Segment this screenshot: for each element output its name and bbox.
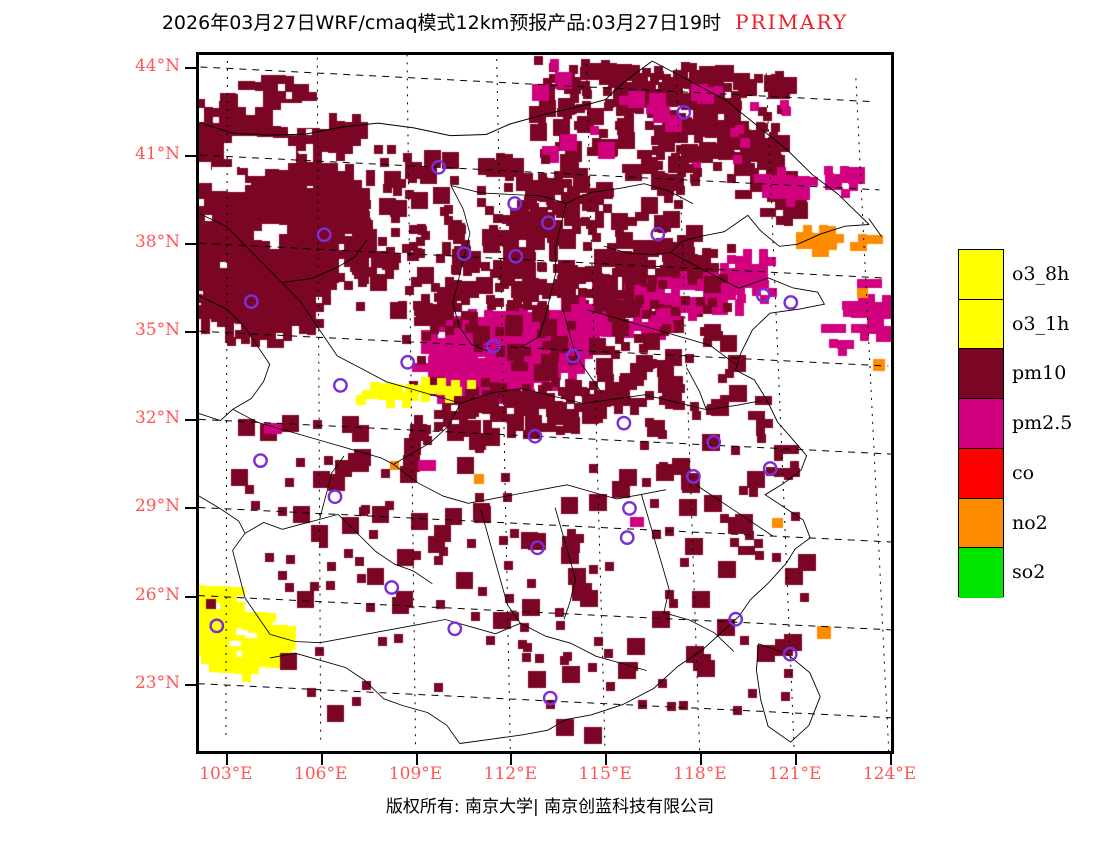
- lat-tick-mark: [185, 595, 196, 598]
- city-marker[interactable]: [332, 377, 348, 393]
- city-marker[interactable]: [431, 159, 447, 175]
- city-marker[interactable]: [706, 434, 722, 450]
- city-marker[interactable]: [783, 295, 799, 310]
- pollutant-legend[interactable]: [958, 249, 1004, 598]
- city-marker[interactable]: [447, 621, 463, 637]
- lon-tick-mark: [320, 754, 323, 765]
- city-marker[interactable]: [728, 611, 744, 627]
- legend-swatch-no2[interactable]: [959, 498, 1003, 549]
- lat-tick-mark: [185, 419, 196, 422]
- city-marker[interactable]: [327, 489, 343, 505]
- city-markers[interactable]: [209, 105, 799, 706]
- lon-tick-mark: [510, 754, 513, 765]
- lon-tick-mark: [415, 754, 418, 765]
- legend-label-o3-8h: o3_8h: [1012, 263, 1070, 285]
- lat-tick-label: 41°N: [134, 144, 180, 165]
- legend-label-pm2-5: pm2.5: [1012, 412, 1073, 435]
- province-boundaries: [199, 183, 774, 744]
- city-marker[interactable]: [243, 294, 259, 310]
- copyright-footer: 版权所有: 南京大学| 南京创蓝科技有限公司: [385, 797, 715, 817]
- lon-tick-label: 103°E: [199, 764, 253, 784]
- city-marker[interactable]: [622, 500, 637, 516]
- city-marker[interactable]: [530, 540, 545, 556]
- lat-tick-label: 38°N: [134, 232, 180, 253]
- lat-tick-label: 23°N: [134, 672, 180, 693]
- city-marker[interactable]: [253, 453, 268, 468]
- legend-swatch-pm2-5[interactable]: [959, 399, 1003, 449]
- city-marker[interactable]: [650, 226, 666, 242]
- legend-swatch-so2[interactable]: [959, 548, 1003, 598]
- lon-tick-label: 112°E: [483, 764, 537, 784]
- title-badge-primary: PRIMARY: [735, 10, 849, 34]
- page-title: 2026年03月27日WRF/cmaq模式12km预报产品:03月27日19时 P…: [0, 8, 1010, 35]
- city-marker[interactable]: [527, 428, 543, 444]
- lat-tick-mark: [185, 155, 196, 158]
- city-marker[interactable]: [485, 338, 501, 354]
- lat-tick-mark: [185, 683, 196, 686]
- city-marker[interactable]: [316, 227, 332, 243]
- city-marker[interactable]: [508, 248, 524, 264]
- city-marker[interactable]: [400, 354, 416, 370]
- city-marker[interactable]: [456, 246, 472, 262]
- city-marker[interactable]: [685, 468, 701, 484]
- legend-label-o3-1h: o3_1h: [1012, 312, 1070, 335]
- legend-label-no2: no2: [1012, 511, 1048, 534]
- city-marker[interactable]: [755, 287, 771, 303]
- legend-label-pm10: pm10: [1012, 362, 1067, 385]
- city-marker[interactable]: [782, 646, 798, 662]
- lon-tick-mark: [794, 754, 797, 765]
- legend-swatch-pm10[interactable]: [959, 349, 1003, 400]
- legend-swatch-o3-1h[interactable]: [959, 299, 1003, 350]
- lat-tick-label: 26°N: [134, 584, 180, 605]
- city-marker[interactable]: [616, 415, 632, 431]
- lon-tick-label: 124°E: [862, 764, 917, 784]
- lat-tick-label: 29°N: [134, 496, 180, 517]
- city-marker[interactable]: [384, 580, 400, 595]
- lon-tick-label: 118°E: [673, 764, 727, 784]
- lat-tick-label: 35°N: [134, 320, 180, 341]
- city-marker[interactable]: [619, 530, 635, 545]
- pollutant-raster-layer: [199, 55, 891, 751]
- lon-tick-mark: [889, 754, 892, 765]
- lon-tick-label: 109°E: [388, 764, 443, 784]
- lon-tick-mark: [699, 754, 702, 765]
- city-marker[interactable]: [762, 461, 778, 476]
- lon-tick-mark: [225, 754, 228, 765]
- city-marker[interactable]: [542, 690, 558, 706]
- lon-tick-label: 106°E: [294, 764, 348, 784]
- lat-tick-label: 32°N: [134, 408, 180, 429]
- city-marker[interactable]: [507, 196, 523, 211]
- map-plot-area[interactable]: [196, 52, 894, 754]
- lat-tick-mark: [185, 507, 196, 510]
- city-marker[interactable]: [540, 215, 556, 231]
- city-marker[interactable]: [676, 105, 692, 120]
- legend-label-co: co: [1012, 461, 1035, 484]
- title-text: 2026年03月27日WRF/cmaq模式12km预报产品:03月27日19时: [161, 12, 722, 34]
- legend-swatch-co[interactable]: [959, 448, 1003, 499]
- graticule: [199, 55, 891, 751]
- lon-tick-mark: [605, 754, 608, 765]
- lat-tick-mark: [185, 66, 196, 69]
- legend-label-so2: so2: [1012, 561, 1046, 584]
- lat-tick-mark: [185, 243, 196, 246]
- city-marker[interactable]: [565, 348, 581, 364]
- lon-tick-label: 121°E: [768, 764, 822, 784]
- map-vector-layer: [199, 55, 891, 751]
- lon-tick-label: 115°E: [578, 764, 632, 784]
- lat-tick-mark: [185, 331, 196, 334]
- lat-tick-label: 44°N: [134, 55, 180, 76]
- city-marker[interactable]: [209, 618, 225, 634]
- legend-swatch-o3-8h[interactable]: [959, 250, 1003, 300]
